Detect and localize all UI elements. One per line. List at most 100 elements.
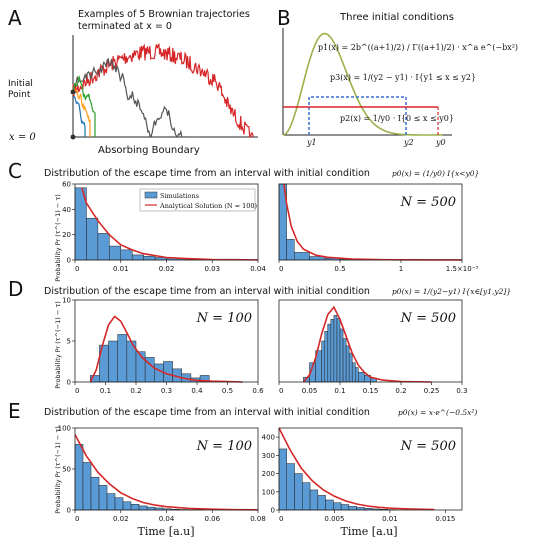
p3-label: p3(x) = 1/(y2 − y1) · I{y1 ≤ x ≤ y2}	[330, 73, 476, 82]
histogram-bar	[336, 318, 341, 383]
histogram-bar	[317, 495, 326, 511]
legend-box	[139, 188, 256, 212]
histogram-bar	[86, 217, 99, 261]
x-tick-label: 0	[75, 265, 79, 273]
row-d-ylabel: Probability Pr (τ^(−1) − τ)	[54, 301, 62, 389]
legend-simulations-label: Simulations	[160, 192, 199, 200]
x-tick-label: 0.02	[159, 265, 175, 273]
legend-simulations-swatch	[144, 191, 158, 199]
y-tick-label: 200	[262, 470, 275, 478]
panel-a-xlabel: Absorbing Boundary	[98, 145, 200, 156]
row-d-letter: D	[8, 277, 23, 301]
histogram-bar	[286, 463, 295, 511]
x-tick-label: 0.4	[191, 387, 203, 395]
histogram-bar	[333, 502, 342, 511]
x-tick-label: 0.3	[456, 387, 467, 395]
histogram-bar	[114, 497, 124, 511]
chart-e-right: 0 0.005 0.01 0.015 0 100 200 300 400 N = 500	[262, 427, 463, 523]
histogram-bar	[333, 315, 338, 383]
histogram-bar	[342, 338, 347, 383]
row-c-ylabel: Probability Pr (τ^(−1) − τ)	[54, 194, 62, 282]
initial-point-marker	[70, 89, 76, 95]
axes-frame	[278, 427, 463, 511]
histogram-bar	[324, 331, 329, 383]
trajectory-5	[72, 96, 86, 137]
histogram-bar	[330, 319, 335, 383]
histogram-bar	[355, 367, 359, 383]
histogram-bar	[138, 505, 148, 511]
y-tick-label: 100	[262, 488, 275, 496]
x-tick-label: 0.1	[100, 387, 111, 395]
histogram-bar	[163, 361, 173, 383]
histogram-bar	[74, 444, 84, 511]
y-tick-label: 0	[67, 257, 71, 265]
y-tick-label: 300	[262, 452, 275, 460]
chart-c-left: 0 0.01 0.02 0.03 0.04 0 20 40 60	[62, 181, 266, 274]
histogram-bar	[106, 493, 116, 511]
x-tick-label: 0.05	[302, 387, 318, 395]
histogram-bar	[90, 476, 100, 511]
trajectory-2	[72, 57, 205, 138]
y-tick-label: 40	[62, 206, 71, 214]
x-tick-label: 0	[279, 515, 283, 523]
x-tick-label: 0.5	[334, 265, 345, 273]
histogram-bar	[321, 340, 326, 383]
histogram-bar	[120, 249, 133, 261]
histogram-bar	[294, 473, 303, 511]
sample-size-label: N = 500	[400, 195, 456, 210]
x-tick-label: 0.2	[395, 387, 406, 395]
row-d-title: Distribution of the escape time from an …	[44, 286, 370, 297]
x-tick-label: 0.015	[435, 515, 455, 523]
legend-analytical-label: Analytical Solution (N = 100)	[159, 202, 258, 210]
x-tick-label: 1	[399, 265, 403, 273]
trajectory-3	[72, 74, 96, 137]
histogram-bar	[348, 506, 357, 511]
y-tick-label: 0	[271, 507, 275, 515]
row-c-letter: C	[8, 159, 22, 183]
x-tick-label: 0	[75, 387, 79, 395]
x-tick-label: 0.1	[334, 387, 345, 395]
x-tick-label: 0.04	[159, 515, 175, 523]
p2-label: p2(x) = 1/y0 · I{0 ≤ x ≤ y0}	[340, 114, 454, 123]
histogram-bar	[146, 506, 156, 511]
histogram-bar	[358, 372, 365, 383]
histogram-bar	[325, 499, 334, 511]
x-tick-label: 0.005	[324, 515, 344, 523]
panel-a-ylabel-bottom: Point	[8, 90, 31, 100]
p1-label: p1(x) = 2b^((a+1)/2) / Γ((a+1)/2) · x^a …	[318, 43, 518, 52]
histogram-bar	[278, 448, 288, 511]
histogram-bar	[154, 363, 164, 383]
histogram-bar	[108, 340, 118, 383]
y-tick-label: 100	[58, 425, 71, 433]
histogram-bar	[131, 254, 144, 261]
panel-a-ylabel-top: Initial	[8, 79, 33, 89]
legend: Simulations Analytical Solution (N = 100…	[139, 188, 258, 212]
tick-y0: y0	[435, 138, 446, 147]
x-tick-label: 0.06	[204, 515, 220, 523]
chart-d-right: 0 0.05 0.1 0.15 0.2 0.25 0.3 N = 500	[278, 299, 468, 395]
boundary-marker	[70, 134, 76, 140]
panel-a-title-line2: terminated at x = 0	[78, 21, 172, 32]
panel-b-title: Three initial conditions	[339, 12, 454, 23]
panel-a-letter: A	[8, 6, 22, 30]
row-e-title: Distribution of the escape time from an …	[44, 407, 370, 418]
analytical-curve	[89, 315, 243, 383]
row-c-condition: p0(x) = (1/y0) I{x<y0}	[392, 169, 479, 178]
row-e-condition: p0(x) = x·e^(−0.5x²)	[398, 408, 477, 417]
p1-curve	[282, 32, 443, 136]
tick-y1: y1	[306, 138, 317, 147]
row-e-letter: E	[8, 399, 21, 423]
histogram-bar	[109, 245, 121, 261]
x-tick-label: 0.3	[161, 387, 172, 395]
x-tick-label: 0.6	[252, 387, 264, 395]
histogram-bar	[97, 233, 110, 261]
histogram-bar	[345, 345, 350, 383]
histogram-bar	[348, 352, 353, 383]
histogram-bar	[339, 328, 344, 383]
y-tick-label: 50	[62, 466, 71, 474]
p3-box	[308, 96, 407, 135]
histogram-bar	[143, 255, 156, 261]
sample-size-label: N = 100	[196, 439, 252, 454]
histogram-bar	[82, 462, 92, 511]
